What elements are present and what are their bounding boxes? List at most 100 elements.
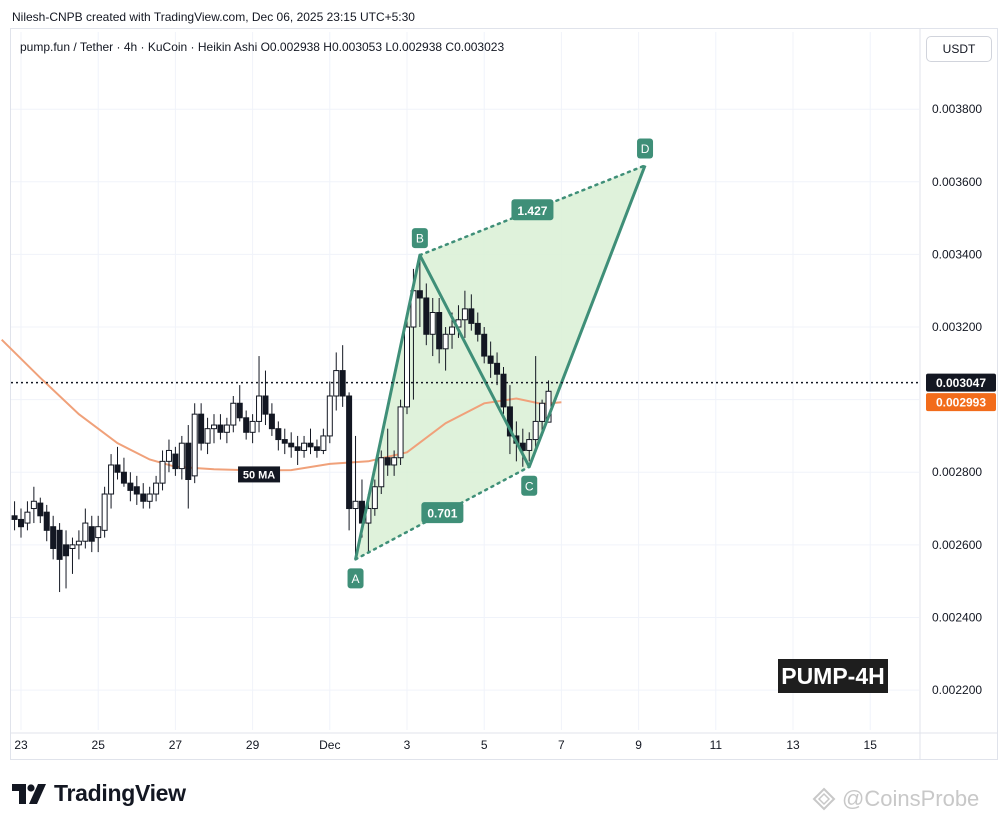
- bull-candle: [101, 493, 108, 531]
- bull-candle: [532, 420, 539, 441]
- bear-candle: [185, 442, 192, 480]
- pair-label-badge: [778, 659, 888, 693]
- bear-candle: [133, 486, 140, 495]
- watermark-text: @CoinsProbe: [842, 786, 980, 811]
- bear-candle: [500, 373, 507, 408]
- bull-candle: [153, 482, 160, 495]
- currency-button[interactable]: USDT: [926, 36, 992, 62]
- ma-label-badge: [238, 466, 281, 483]
- tradingview-logo[interactable]: TradingView: [12, 780, 186, 807]
- bull-candle: [539, 402, 546, 422]
- chart-frame-right: [997, 28, 998, 760]
- bear-candle: [88, 526, 95, 542]
- ma-label: 50 MA: [243, 469, 275, 481]
- pattern-point-c-label: C: [525, 479, 534, 493]
- bull-candle: [378, 457, 385, 488]
- x-tick-label: 13: [786, 738, 800, 752]
- bull-candle: [429, 312, 436, 335]
- bear-candle: [436, 312, 443, 350]
- tradingview-logo-icon: [12, 783, 46, 804]
- y-tick-label: 0.002600: [932, 538, 982, 552]
- bear-candle: [18, 518, 24, 528]
- x-tick-label: 5: [481, 738, 488, 752]
- y-tick-label: 0.003600: [932, 175, 982, 189]
- bear-candle: [487, 355, 494, 364]
- bull-candle: [391, 457, 398, 466]
- bull-candle: [159, 460, 166, 484]
- bull-candle: [442, 333, 449, 350]
- bear-candle: [294, 446, 301, 451]
- bull-candle: [397, 406, 404, 459]
- bull-candle: [211, 424, 217, 430]
- bear-candle: [268, 413, 275, 430]
- bear-candle: [275, 428, 282, 441]
- bull-candle: [404, 326, 410, 408]
- current-price-label-badge: [926, 373, 996, 392]
- bear-candle: [481, 333, 488, 357]
- x-tick-label: 3: [404, 738, 411, 752]
- bull-candle: [178, 442, 185, 470]
- bear-candle: [50, 526, 57, 549]
- bear-candle: [120, 471, 127, 484]
- bull-candle: [230, 402, 237, 426]
- bear-candle: [288, 442, 295, 448]
- bull-candle: [249, 420, 256, 433]
- bear-candle: [262, 395, 269, 415]
- ratio-ac-label: 0.701: [427, 507, 457, 521]
- pattern-point-a-label: A: [352, 572, 360, 586]
- bull-candle: [449, 326, 456, 335]
- pattern-point-d-badge: [637, 138, 654, 159]
- x-tick-label: 11: [710, 738, 723, 752]
- bull-candle: [69, 544, 76, 549]
- bear-candle: [43, 511, 50, 531]
- bull-candle: [461, 308, 468, 321]
- bull-candle: [95, 526, 102, 539]
- y-tick-label: 0.003800: [932, 102, 982, 116]
- symbol-legend[interactable]: pump.fun / Tether · 4h · KuCoin · Heikin…: [20, 40, 504, 54]
- bear-candle: [243, 417, 250, 433]
- author-line: Nilesh-CNPB created with TradingView.com…: [12, 10, 415, 24]
- ratio-bd-label: 1.427: [517, 204, 547, 218]
- bull-candle: [320, 435, 327, 451]
- x-tick-label: 9: [635, 738, 642, 752]
- bear-candle: [307, 442, 314, 448]
- bull-candle: [30, 500, 37, 510]
- x-tick-label: 23: [14, 738, 28, 752]
- bear-candle: [281, 439, 288, 444]
- current-price-label: 0.003047: [936, 376, 986, 390]
- bear-candle: [384, 457, 391, 466]
- chart-frame-top: [10, 28, 998, 29]
- pair-label: PUMP-4H: [781, 663, 885, 689]
- bear-candle: [313, 446, 320, 451]
- bull-candle: [352, 500, 359, 510]
- y-tick-label: 0.002400: [932, 610, 982, 624]
- pattern-point-c-badge: [521, 475, 538, 496]
- x-tick-label: 15: [864, 738, 878, 752]
- x-tick-label: 29: [246, 738, 260, 752]
- chart-frame-bottom: [10, 759, 998, 760]
- bull-candle: [191, 413, 198, 477]
- pattern-point-a-badge: [347, 568, 364, 589]
- bear-candle: [127, 482, 134, 491]
- bear-candle: [217, 424, 224, 433]
- chart-frame-left: [10, 28, 11, 760]
- y-tick-label: 0.003400: [932, 247, 982, 261]
- x-tick-label: 25: [92, 738, 106, 752]
- bull-candle: [75, 540, 82, 546]
- pattern-legs: [354, 164, 647, 560]
- pattern-fill-abc: [355, 255, 530, 560]
- bear-candle: [37, 502, 44, 517]
- bear-candle: [11, 515, 18, 520]
- bull-candle: [256, 395, 263, 422]
- bull-candle: [165, 449, 172, 462]
- bull-candle: [108, 464, 115, 495]
- bear-candle: [172, 453, 179, 470]
- bear-candle: [416, 290, 423, 299]
- bear-candle: [346, 395, 353, 510]
- ratio-bd-label-badge: [511, 199, 554, 221]
- watermark: @CoinsProbe: [812, 786, 979, 812]
- bull-candle: [24, 511, 31, 524]
- bull-candle: [326, 395, 333, 437]
- bull-candle: [301, 442, 308, 451]
